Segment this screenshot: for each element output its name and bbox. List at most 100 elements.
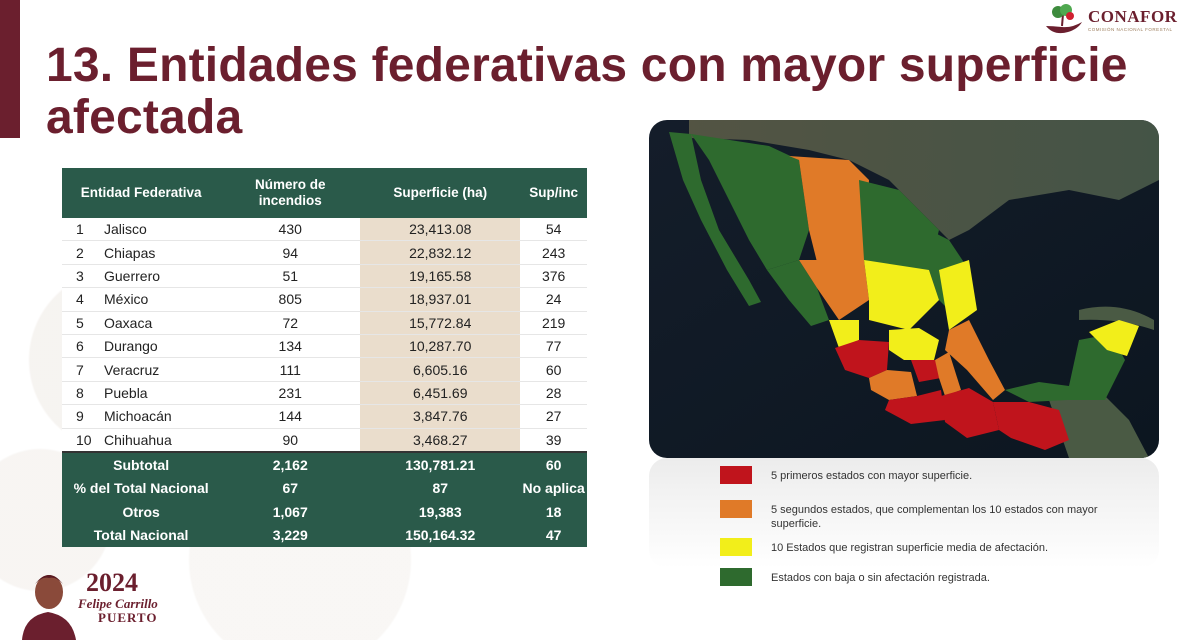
- area-cell: 22,832.12: [360, 240, 521, 265]
- rank-cell: 3: [62, 264, 98, 289]
- ratio-cell: 39: [520, 428, 587, 453]
- summary-fires: 1,067: [220, 499, 361, 524]
- area-cell: 3,468.27: [360, 428, 521, 453]
- page-title-text: 13. Entidades federativas con mayor supe…: [46, 39, 1128, 144]
- area-cell: 19,165.58: [360, 264, 521, 289]
- legend-swatch: [720, 538, 752, 556]
- table-row: 2 Chiapas 94 22,832.12 243: [62, 240, 587, 265]
- rank-cell: 8: [62, 381, 98, 406]
- rank-cell: 9: [62, 404, 98, 429]
- area-cell: 6,605.16: [360, 357, 521, 382]
- accent-bar: [0, 0, 20, 138]
- header-ratio: Sup/inc: [520, 168, 587, 218]
- state-cell: Guerrero: [98, 264, 221, 289]
- rank-cell: 2: [62, 240, 98, 265]
- area-cell: 10,287.70: [360, 334, 521, 359]
- area-cell: 18,937.01: [360, 287, 521, 312]
- ratio-cell: 27: [520, 404, 587, 429]
- table-row: 4 México 805 18,937.01 24: [62, 287, 587, 312]
- legend-swatch: [720, 466, 752, 484]
- table-row: 7 Veracruz 111 6,605.16 60: [62, 357, 587, 382]
- state-cell: Oaxaca: [98, 311, 221, 335]
- mexico-map: [649, 120, 1159, 458]
- table-row: 5 Oaxaca 72 15,772.84 219: [62, 311, 587, 335]
- rank-cell: 4: [62, 287, 98, 312]
- state-cell: Puebla: [98, 381, 221, 406]
- fires-cell: 805: [220, 287, 361, 312]
- area-cell: 6,451.69: [360, 381, 521, 406]
- summary-row: Total Nacional 3,229 150,164.32 47: [62, 523, 587, 547]
- table-row: 9 Michoacán 144 3,847.76 27: [62, 404, 587, 429]
- summary-label: Subtotal: [62, 451, 221, 477]
- summary-label: Otros: [62, 499, 221, 524]
- year-label: 2024: [86, 568, 138, 597]
- summary-fires: 3,229: [220, 523, 361, 547]
- rank-cell: 1: [62, 218, 98, 242]
- summary-area: 87: [360, 476, 521, 500]
- rank-cell: 6: [62, 334, 98, 359]
- state-cell: Veracruz: [98, 357, 221, 382]
- name-line1: Felipe Carrillo: [78, 596, 158, 611]
- header-area: Superficie (ha): [360, 168, 521, 218]
- rank-cell: 7: [62, 357, 98, 382]
- legend-swatch: [720, 500, 752, 518]
- table-row: 1 Jalisco 430 23,413.08 54: [62, 218, 587, 242]
- state-cell: Chihuahua: [98, 428, 221, 453]
- summary-fires: 2,162: [220, 451, 361, 477]
- header-fires: Número de incendios: [220, 168, 361, 218]
- ratio-cell: 77: [520, 334, 587, 359]
- summary-area: 130,781.21: [360, 451, 521, 477]
- state-cell: Chiapas: [98, 240, 221, 265]
- summary-label: Total Nacional: [62, 523, 221, 547]
- fire-data-table: Entidad Federativa Número de incendios S…: [62, 168, 587, 547]
- summary-fires: 67: [220, 476, 361, 500]
- table-row: 3 Guerrero 51 19,165.58 376: [62, 264, 587, 289]
- conafor-wordmark: CONAFOR: [1088, 7, 1178, 26]
- page-title: 13. Entidades federativas con mayor supe…: [46, 40, 1196, 144]
- ratio-cell: 376: [520, 264, 587, 289]
- table-row: 6 Durango 134 10,287.70 77: [62, 334, 587, 359]
- ratio-cell: 60: [520, 357, 587, 382]
- state-cell: México: [98, 287, 221, 312]
- map-graphic: [649, 120, 1159, 458]
- area-cell: 3,847.76: [360, 404, 521, 429]
- legend-swatch: [720, 568, 752, 586]
- summary-ratio: 18: [520, 499, 587, 524]
- table-header-row: Entidad Federativa Número de incendios S…: [62, 168, 587, 218]
- table-row: 8 Puebla 231 6,451.69 28: [62, 381, 587, 406]
- fires-cell: 94: [220, 240, 361, 265]
- summary-area: 19,383: [360, 499, 521, 524]
- ratio-cell: 24: [520, 287, 587, 312]
- ratio-cell: 219: [520, 311, 587, 335]
- ratio-cell: 54: [520, 218, 587, 242]
- summary-row: Otros 1,067 19,383 18: [62, 499, 587, 524]
- header-entity: Entidad Federativa: [62, 168, 221, 218]
- area-cell: 23,413.08: [360, 218, 521, 242]
- summary-label: % del Total Nacional: [62, 476, 221, 500]
- fires-cell: 90: [220, 428, 361, 453]
- legend-label: 5 primeros estados con mayor superficie.: [771, 470, 973, 482]
- tree-hand-icon: [1046, 4, 1082, 34]
- legend-label: 5 segundos estados, que complementan los…: [771, 504, 1098, 530]
- summary-row: % del Total Nacional 67 87 No aplica: [62, 476, 587, 500]
- fires-cell: 72: [220, 311, 361, 335]
- felipe-carrillo-puerto-logo: 2024 Felipe Carrillo PUERTO: [14, 562, 174, 640]
- summary-area: 150,164.32: [360, 523, 521, 547]
- conafor-subtitle: COMISIÓN NACIONAL FORESTAL: [1088, 27, 1173, 32]
- legend-label: Estados con baja o sin afectación regist…: [771, 572, 990, 584]
- state-cell: Durango: [98, 334, 221, 359]
- ratio-cell: 28: [520, 381, 587, 406]
- name-line2: PUERTO: [98, 610, 158, 625]
- rank-cell: 5: [62, 311, 98, 335]
- summary-ratio: 60: [520, 451, 587, 477]
- fires-cell: 231: [220, 381, 361, 406]
- fires-cell: 51: [220, 264, 361, 289]
- fires-cell: 430: [220, 218, 361, 242]
- fires-cell: 111: [220, 357, 361, 382]
- portrait-icon: [22, 575, 76, 640]
- state-cell: Jalisco: [98, 218, 221, 242]
- fires-cell: 134: [220, 334, 361, 359]
- legend-label: 10 Estados que registran superficie medi…: [771, 542, 1048, 554]
- ratio-cell: 243: [520, 240, 587, 265]
- summary-row: Subtotal 2,162 130,781.21 60: [62, 451, 587, 477]
